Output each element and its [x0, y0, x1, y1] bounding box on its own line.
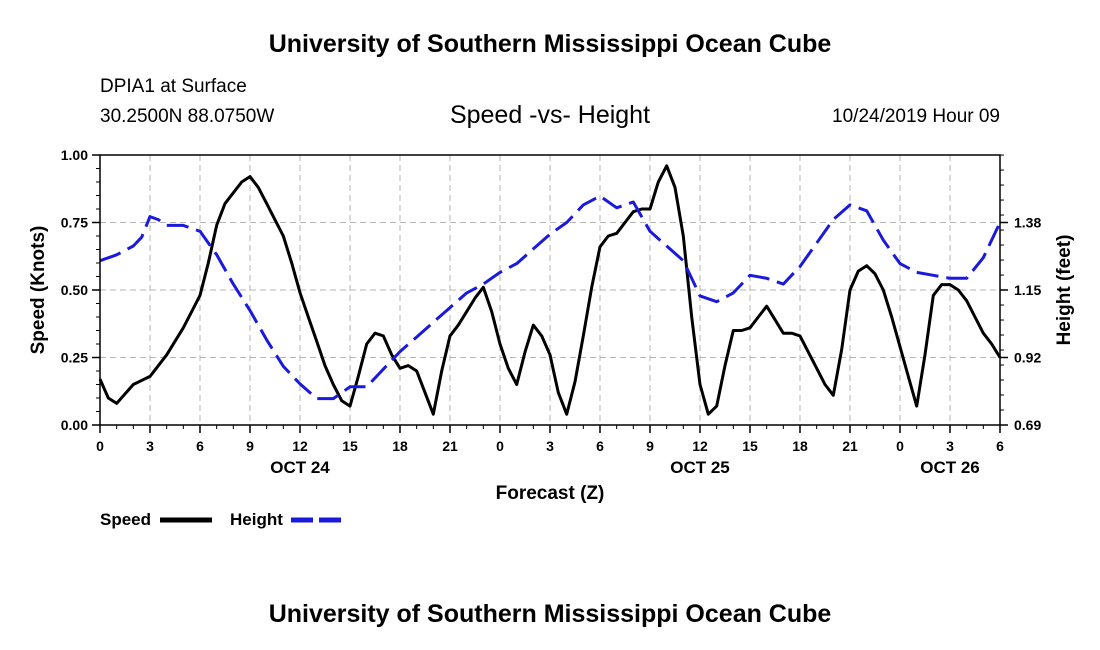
y2-tick-label: 1.15	[1014, 282, 1041, 298]
date-label: OCT 26	[920, 458, 980, 477]
grid-layer	[100, 155, 1000, 425]
y-tick-label: 0.50	[61, 282, 88, 298]
x-tick-label: 21	[442, 438, 458, 454]
axis-layer	[92, 154, 1008, 433]
date-label: OCT 24	[270, 458, 330, 477]
x-tick-label: 18	[392, 438, 408, 454]
x-tick-label: 9	[246, 438, 254, 454]
top-title: University of Southern Mississippi Ocean…	[268, 30, 832, 58]
x-tick-label: 15	[342, 438, 358, 454]
station-label: DPIA1 at Surface	[100, 76, 247, 97]
chart-title: Speed -vs- Height	[449, 101, 651, 129]
x-tick-label: 12	[292, 438, 308, 454]
y2-tick-label: 1.38	[1014, 215, 1041, 231]
y2-tick-label: 0.69	[1014, 417, 1041, 433]
x-tick-label: 15	[742, 438, 758, 454]
y-tick-label: 0.25	[61, 350, 88, 366]
y2-tick-label: 0.92	[1014, 350, 1041, 366]
y2-axis-title: Height (feet)	[1054, 235, 1075, 346]
y-axis-title: Speed (Knots)	[28, 226, 49, 355]
location-coordinates: 30.2500N 88.0750W	[100, 106, 275, 127]
label-layer: 0 3 6 9 12 15 18 21 0 3 6 9 12 15 18 21 0 3 6 0.00 0.25 0.50 0…	[28, 147, 1075, 504]
y-tick-label: 0.75	[61, 215, 88, 231]
x-tick-label: 21	[842, 438, 858, 454]
speed-series-line	[98, 164, 1002, 416]
x-tick-label: 18	[792, 438, 808, 454]
x-tick-label: 0	[96, 438, 104, 454]
legend: Speed Height	[100, 510, 343, 529]
series-layer	[98, 164, 1002, 416]
x-tick-label: 12	[692, 438, 708, 454]
y-tick-label: 0.00	[61, 417, 88, 433]
x-tick-label: 6	[996, 438, 1004, 454]
x-tick-label: 0	[896, 438, 904, 454]
x-tick-label: 9	[646, 438, 654, 454]
y-tick-label: 1.00	[61, 147, 88, 163]
x-tick-label: 0	[496, 438, 504, 454]
x-tick-label: 3	[946, 438, 954, 454]
legend-height-label: Height	[230, 510, 283, 529]
x-tick-label: 6	[196, 438, 204, 454]
x-tick-label: 3	[546, 438, 554, 454]
date-label: OCT 25	[670, 458, 730, 477]
x-tick-label: 6	[596, 438, 604, 454]
forecast-datetime: 10/24/2019 Hour 09	[832, 106, 1000, 127]
height-series-line	[99, 194, 1002, 401]
bottom-title: University of Southern Mississippi Ocean…	[268, 600, 832, 628]
x-tick-label: 3	[146, 438, 154, 454]
x-axis-title: Forecast (Z)	[496, 483, 605, 504]
legend-speed-label: Speed	[100, 510, 151, 529]
